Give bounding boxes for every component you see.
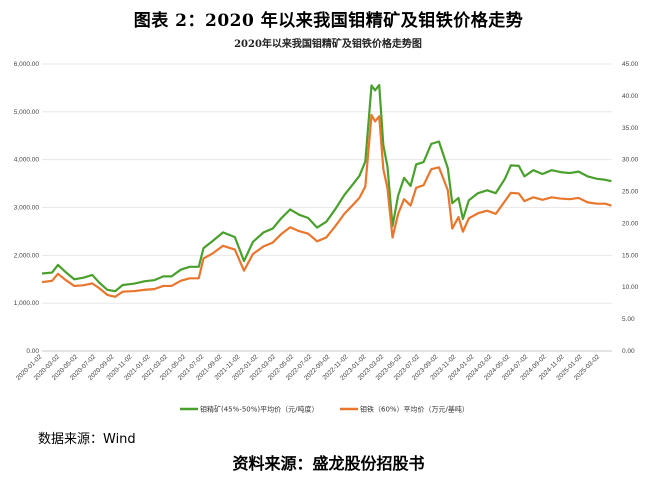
right-axis-ticks: 0.00 5.00 10.00 15.00 20.00 25.00 30.00 35.00 40… <box>622 61 639 355</box>
right-tick-label: 5.00 <box>622 316 635 323</box>
legend: 钼精矿(45%-50%)平均价（元/吨度） 钼铁（60%）平均价（万元/基吨） <box>180 405 469 414</box>
left-tick-label: 0.00 <box>26 348 39 355</box>
chart-svg: 2020年以来我国钼精矿及钼铁价格走势图 0.00 1,000.00 2,000.0… <box>14 37 639 414</box>
left-tick-label: 5,000.00 <box>14 109 40 116</box>
right-tick-label: 20.00 <box>622 220 639 227</box>
left-axis-ticks: 0.00 1,000.00 2,000.00 3,000.00 4,000.00 5,00… <box>14 61 40 355</box>
right-tick-label: 30.00 <box>622 157 639 164</box>
series-line-ferromolybdenum <box>41 113 612 298</box>
left-tick-label: 6,000.00 <box>14 61 40 68</box>
data-source-note: 数据来源：Wind <box>38 432 136 447</box>
right-tick-label: 15.00 <box>622 252 639 259</box>
left-tick-label: 3,000.00 <box>14 205 40 212</box>
right-tick-label: 40.00 <box>622 93 639 100</box>
left-tick-label: 1,000.00 <box>14 300 40 307</box>
right-tick-label: 25.00 <box>622 189 639 196</box>
x-axis-ticks: 2020-01-022020-03-022020-05-022020-07-02… <box>15 353 602 382</box>
series-lines <box>41 83 612 298</box>
right-tick-label: 45.00 <box>622 61 639 68</box>
price-trend-chart: 2020年以来我国钼精矿及钼铁价格走势图 0.00 1,000.00 2,000.0… <box>0 33 657 423</box>
chart-title: 2020年以来我国钼精矿及钼铁价格走势图 <box>234 37 422 50</box>
right-tick-label: 0.00 <box>622 348 635 355</box>
right-tick-label: 35.00 <box>622 125 639 132</box>
material-source-note: 资料来源：盛龙股份招股书 <box>232 454 425 473</box>
legend-label-molybdenum-concentrate: 钼精矿(45%-50%)平均价（元/吨度） <box>200 405 318 414</box>
gridlines <box>42 63 612 352</box>
series-line-molybdenum-concentrate <box>41 83 612 293</box>
legend-label-ferromolybdenum: 钼铁（60%）平均价（万元/基吨） <box>360 405 469 414</box>
figure-title: 图表 2：2020 年以来我国钼精矿及钼铁价格走势 <box>133 11 524 31</box>
right-tick-label: 10.00 <box>622 284 639 291</box>
left-tick-label: 4,000.00 <box>14 157 40 164</box>
left-tick-label: 2,000.00 <box>14 252 40 259</box>
